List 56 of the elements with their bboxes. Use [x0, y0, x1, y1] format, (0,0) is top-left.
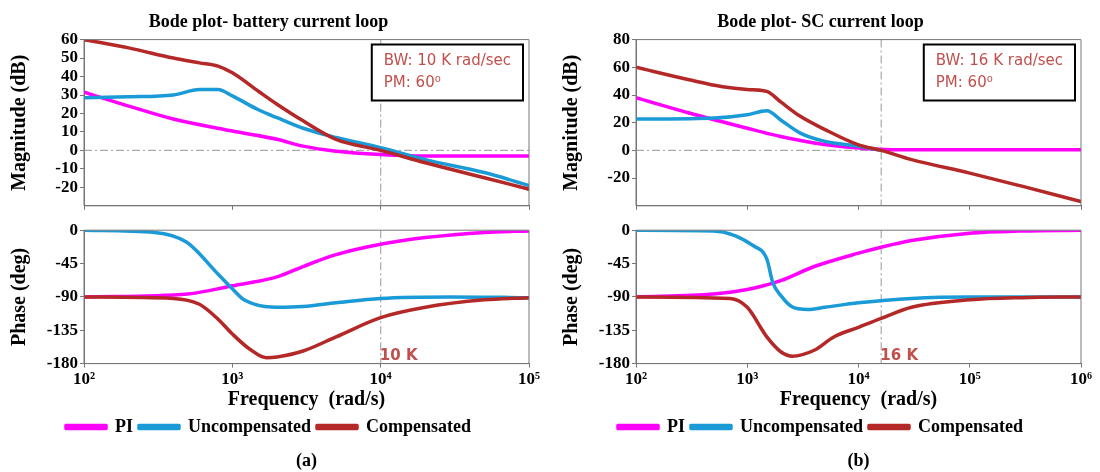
- legend-label: Compensated: [366, 415, 472, 436]
- y-tick-label: 20: [61, 102, 78, 122]
- y-tick-label: 20: [613, 112, 630, 132]
- x-tick-label: 10⁴: [847, 369, 870, 389]
- y-tick-label: -20: [607, 167, 630, 187]
- y-tick-label: 60: [613, 56, 630, 76]
- y-tick-label: -135: [46, 319, 78, 339]
- x-tick-label: 10⁶: [1069, 369, 1093, 389]
- y-tick-label: -90: [55, 286, 78, 306]
- y-tick-label: 0: [621, 139, 630, 159]
- legend-label: Uncompensated: [188, 415, 312, 436]
- y-tick-label: -180: [46, 352, 78, 372]
- y-tick-label: 40: [61, 65, 78, 85]
- annotation: 16 K: [880, 346, 920, 365]
- annotation: BW: 10 K rad/sec: [383, 51, 511, 70]
- y-tick-label: -180: [598, 352, 630, 372]
- y-tick-label: 50: [61, 47, 78, 67]
- chart-title: Bode plot- SC current loop: [717, 11, 924, 32]
- chart-title: Bode plot- battery current loop: [148, 11, 389, 32]
- y-tick-label: -90: [607, 286, 630, 306]
- legend-label: Compensated: [918, 415, 1024, 436]
- text: (b): [847, 449, 870, 471]
- legend-label: PI: [667, 415, 685, 436]
- y-tick-label: -45: [607, 252, 630, 272]
- y-axis-title: Phase (deg): [559, 247, 583, 347]
- y-axis-title: Magnitude (dB): [7, 54, 31, 191]
- y-tick-label: 40: [613, 84, 630, 104]
- y-tick-label: 30: [61, 84, 78, 104]
- x-tick-label: 10⁵: [517, 369, 541, 389]
- x-tick-label: 10³: [221, 369, 244, 389]
- x-tick-label: 10²: [72, 369, 96, 389]
- x-axis-title: Frequency (rad/s): [779, 387, 938, 411]
- y-tick-label: -20: [55, 176, 78, 196]
- y-tick-label: -10: [55, 158, 78, 178]
- annotation: 10 K: [379, 346, 419, 365]
- legend-label: Uncompensated: [740, 415, 864, 436]
- annotation: BW: 16 K rad/sec: [935, 51, 1063, 70]
- x-tick-label: 10⁴: [369, 369, 392, 389]
- x-tick-label: 10⁵: [958, 369, 981, 389]
- y-tick-label: 0: [69, 219, 78, 239]
- x-tick-label: 10³: [736, 369, 759, 389]
- x-axis-title: Frequency (rad/s): [227, 387, 386, 411]
- y-tick-label: 10: [61, 121, 78, 141]
- y-axis-title: Magnitude (dB): [559, 54, 583, 191]
- y-tick-label: -135: [598, 319, 630, 339]
- annotation: PM: 60⁰: [935, 73, 993, 92]
- y-tick-label: 0: [69, 139, 78, 159]
- text: (a): [296, 449, 317, 471]
- y-tick-label: 0: [621, 219, 630, 239]
- legend-label: PI: [115, 415, 133, 436]
- y-tick-label: -45: [55, 252, 78, 272]
- y-tick-label: 80: [613, 28, 630, 48]
- annotation: PM: 60⁰: [383, 73, 441, 92]
- y-axis-title: Phase (deg): [7, 247, 31, 347]
- y-tick-label: 60: [61, 28, 78, 48]
- x-tick-label: 10²: [624, 369, 648, 389]
